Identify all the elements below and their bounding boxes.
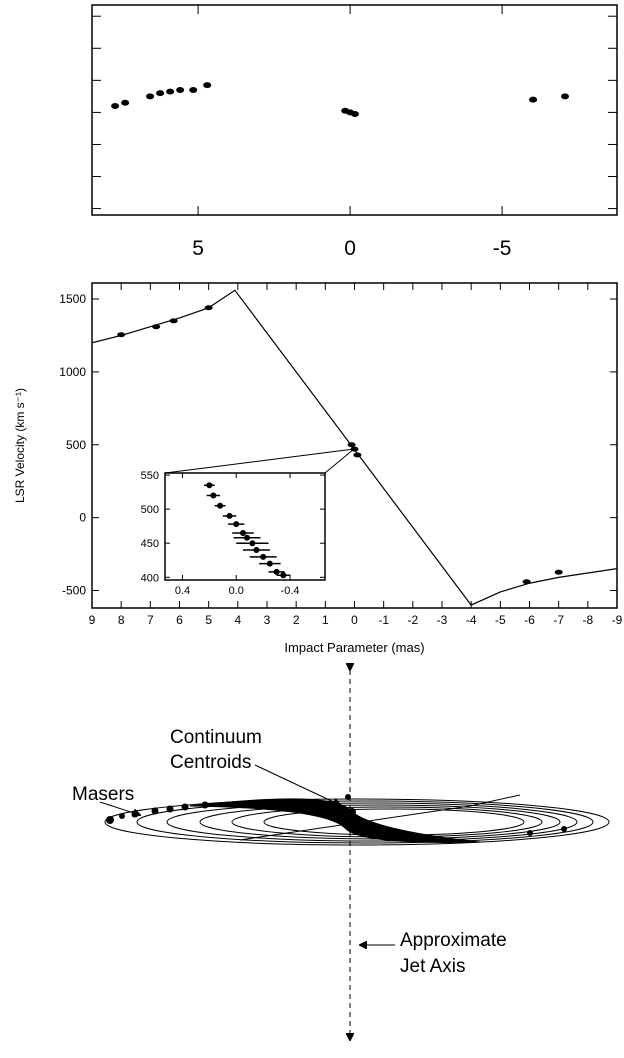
y-axis-label: LSR Velocity (km s⁻¹) [13, 388, 27, 503]
maser-point [522, 579, 531, 585]
y-tick-label: 0 [79, 511, 86, 525]
x-tick-label: 5 [205, 613, 212, 627]
x-tick-label: -8 [582, 613, 593, 627]
maser-point [217, 502, 224, 509]
x-tick-label: 8 [118, 613, 125, 627]
x-tick-label: -2 [407, 613, 418, 627]
x-tick-label: 7 [147, 613, 154, 627]
maser-point [249, 540, 256, 547]
y-tick-label: 400 [141, 572, 159, 584]
maser-point [121, 99, 130, 106]
disk-diagram [99, 670, 610, 1040]
x-tick-label: -3 [437, 613, 448, 627]
x-tick-label: -0.4 [281, 585, 300, 597]
y-tick-label: -500 [62, 584, 86, 598]
maser-point [353, 452, 362, 458]
y-tick-label: 500 [141, 504, 159, 516]
x-tick-label: 1 [322, 613, 329, 627]
x-tick-label: 5 [192, 237, 204, 260]
maser-point [347, 442, 356, 448]
y-tick-label: 1000 [59, 365, 86, 379]
inset-connector [324, 448, 355, 474]
maser-point [176, 86, 185, 93]
x-tick-label: -5 [493, 237, 512, 260]
maser-point [206, 482, 213, 489]
masers-label: Masers [72, 784, 134, 805]
disk-line [239, 805, 471, 841]
disk-ring [166, 802, 578, 842]
maser-point [117, 332, 126, 338]
disk-ring [136, 800, 594, 844]
maser-point [204, 305, 213, 311]
maser-point [266, 560, 273, 567]
x-tick-label: 0.4 [175, 585, 190, 597]
x-tick-label: -5 [495, 613, 506, 627]
x-tick-label: 4 [234, 613, 241, 627]
disk-line [469, 794, 521, 807]
maser-dots [106, 794, 567, 836]
continuum-label: Centroids [170, 752, 251, 773]
maser-point [146, 93, 155, 100]
x-tick-label: -1 [378, 613, 389, 627]
x-tick-label: 3 [264, 613, 271, 627]
maser-point [111, 102, 120, 109]
maser-point [210, 492, 217, 499]
maser-point [253, 547, 260, 554]
x-tick-label: 0.0 [229, 585, 244, 597]
x-tick-label: -7 [553, 613, 564, 627]
plots: 5 0 -5 9 8 7 6 5 4 3 2 1 0 -1 -2 -3 -4 -5 -6 -7 -8 -9 -500 0 500… [13, 4, 623, 655]
disk-warp [189, 798, 481, 843]
x-tick-label: 0 [344, 237, 356, 260]
x-tick-label: -4 [466, 613, 477, 627]
maser-point [561, 93, 570, 100]
maser-point [169, 318, 178, 324]
maser-point [244, 534, 251, 541]
plot-frame [164, 472, 326, 581]
maser-point [152, 324, 161, 330]
maser-point [554, 569, 563, 575]
maser-point [529, 96, 538, 103]
maser-point [226, 512, 233, 519]
inset-connector [164, 448, 355, 474]
x-axis-label: Impact Parameter (mas) [284, 640, 424, 655]
maser-point [156, 90, 165, 97]
maser-point [189, 86, 198, 93]
maser-point [350, 111, 359, 118]
maser-point [233, 521, 240, 528]
x-tick-label: 6 [176, 613, 183, 627]
jet-label: Jet Axis [400, 956, 465, 977]
y-tick-label: 500 [66, 438, 86, 452]
disk-ring [104, 798, 610, 846]
y-tick-label: 550 [141, 470, 159, 482]
y-tick-label: 450 [141, 538, 159, 550]
x-tick-label: -6 [524, 613, 535, 627]
plot-frame [91, 4, 618, 216]
maser-point [166, 88, 175, 95]
maser-point [239, 529, 246, 536]
continuum-label: Continuum [170, 727, 262, 748]
pointer-arrow [99, 801, 140, 815]
maser-point [273, 568, 280, 575]
y-tick-label: 1500 [59, 292, 86, 306]
x-tick-label: 0 [351, 613, 358, 627]
maser-point [260, 553, 267, 560]
maser-point [280, 572, 287, 579]
jet-label: Approximate [400, 930, 507, 951]
x-tick-label: -9 [612, 613, 623, 627]
maser-point [203, 82, 212, 89]
pointer-arrow [254, 764, 340, 805]
x-tick-label: 2 [293, 613, 300, 627]
x-tick-label: 9 [89, 613, 96, 627]
inset-background [165, 473, 325, 580]
